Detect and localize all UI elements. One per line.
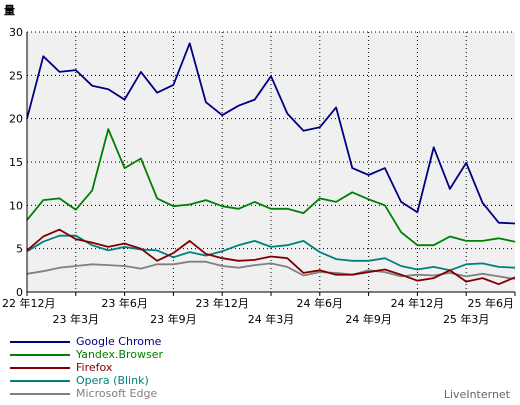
legend-label: Google Chrome (76, 335, 162, 348)
series-line-opera-blink- (26, 234, 516, 272)
x-tick-label: 23 年3月 (53, 312, 100, 326)
y-tick-label: 20 (9, 113, 23, 126)
series-line-yandex-browser (26, 128, 516, 247)
legend-swatch (10, 367, 70, 369)
legend-label: Firefox (76, 361, 113, 374)
x-tick-label: 24 年12月 (391, 296, 445, 310)
legend-swatch (10, 341, 70, 343)
series-line-google-chrome (26, 42, 516, 225)
y-tick-label: 0 (16, 286, 23, 299)
y-tick-label: 5 (16, 243, 23, 256)
x-tick-label: 24 年3月 (248, 312, 295, 326)
series-line-firefox (26, 228, 516, 286)
y-tick-label: 15 (9, 156, 23, 169)
y-axis-label: 量 (4, 4, 15, 17)
legend-label: Yandex.Browser (76, 348, 164, 361)
x-tick-label: 23 年12月 (195, 296, 249, 310)
x-tick-label: 23 年6月 (101, 296, 148, 310)
x-tick-label: 25 年6月 (468, 296, 515, 310)
legend-label: Microsoft Edge (76, 387, 158, 400)
x-tick-label: 24 年6月 (297, 296, 344, 310)
x-tick-label: 23 年9月 (150, 312, 197, 326)
x-tick-label: 24 年9月 (345, 312, 392, 326)
legend-swatch (10, 354, 70, 356)
y-tick-label: 25 (9, 69, 23, 82)
legend-label: Opera (Blink) (76, 374, 149, 387)
legend-swatch (10, 380, 70, 382)
y-tick-label: 30 (9, 26, 23, 39)
series-lines (26, 42, 516, 286)
x-tick-label: 22 年12月 (2, 296, 56, 310)
credit: LiveInternet (443, 388, 510, 401)
x-tick-label: 25 年3月 (443, 312, 490, 326)
series-line-microsoft-edge (26, 260, 516, 280)
axes (26, 32, 516, 296)
legend-swatch (10, 393, 70, 395)
y-tick-label: 10 (9, 199, 23, 212)
